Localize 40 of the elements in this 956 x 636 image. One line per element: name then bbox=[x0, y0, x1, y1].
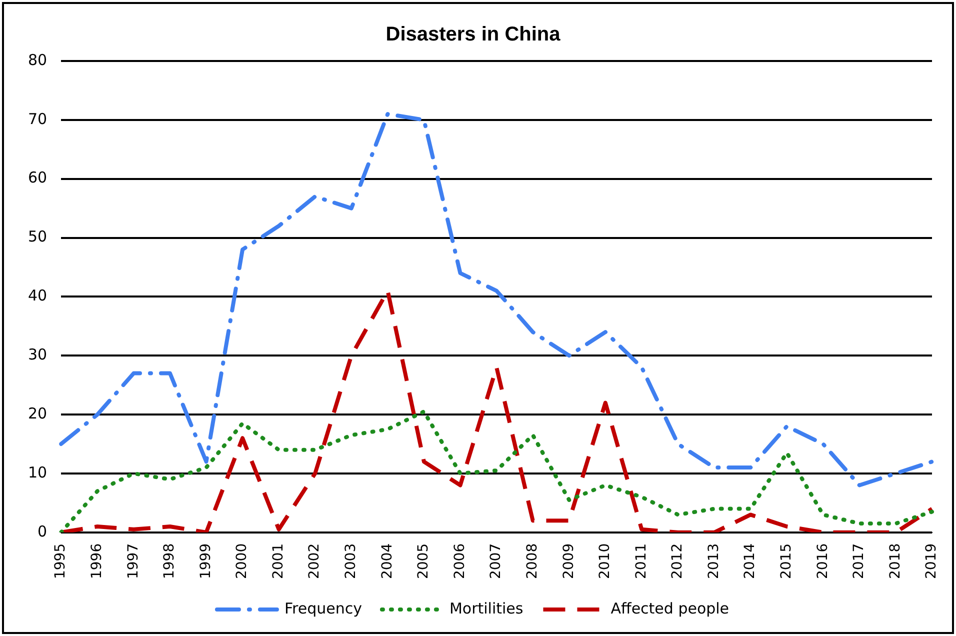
legend-label: Mortilities bbox=[449, 599, 524, 618]
line-series bbox=[59, 410, 934, 532]
x-tick-label: 2006 bbox=[452, 543, 468, 580]
y-tick-label: 80 bbox=[28, 50, 48, 69]
x-tick-label: 1999 bbox=[198, 543, 214, 580]
x-tick-label: 1998 bbox=[162, 543, 178, 580]
x-tick-label: 2012 bbox=[670, 543, 686, 580]
x-tick-label: 2019 bbox=[924, 543, 940, 580]
x-tick-label: 2004 bbox=[379, 543, 396, 580]
y-tick-label: 70 bbox=[28, 110, 48, 128]
x-tick-label: 2001 bbox=[270, 543, 286, 580]
x-tick-label: 1995 bbox=[52, 543, 69, 580]
x-tick-label: 2008 bbox=[524, 543, 540, 580]
y-tick-label: 20 bbox=[28, 404, 48, 422]
x-tick-label: 2007 bbox=[488, 543, 504, 580]
x-tick-label: 2011 bbox=[633, 543, 650, 580]
x-tick-label: 2003 bbox=[343, 543, 360, 580]
x-tick-label: 1996 bbox=[89, 543, 106, 580]
x-tick-label: 2005 bbox=[416, 543, 432, 580]
y-tick-label: 60 bbox=[28, 168, 48, 187]
y-tick-label: 10 bbox=[28, 463, 48, 482]
y-tick-label: 40 bbox=[28, 286, 48, 305]
x-tick-label: 2002 bbox=[306, 543, 323, 580]
x-tick-label: 2009 bbox=[560, 543, 577, 580]
x-tick-label: 2015 bbox=[778, 543, 794, 580]
chart-title: Disasters in China bbox=[386, 24, 562, 46]
legend-label: Affected people bbox=[610, 599, 730, 618]
x-tick-label: 1997 bbox=[125, 543, 142, 580]
y-tick-label: 30 bbox=[28, 346, 48, 364]
x-tick-label: 2018 bbox=[887, 543, 904, 580]
y-tick-label: 0 bbox=[38, 522, 48, 540]
x-tick-label: 2017 bbox=[851, 543, 868, 580]
x-tick-label: 2013 bbox=[706, 543, 722, 580]
legend-label: Frequency bbox=[284, 599, 362, 618]
y-tick-label: 50 bbox=[28, 228, 48, 246]
line-series bbox=[59, 112, 934, 488]
x-tick-label: 2010 bbox=[597, 543, 614, 580]
x-tick-label: 2000 bbox=[234, 543, 250, 580]
x-tick-label: 2016 bbox=[814, 543, 831, 580]
x-tick-label: 2014 bbox=[742, 543, 758, 580]
